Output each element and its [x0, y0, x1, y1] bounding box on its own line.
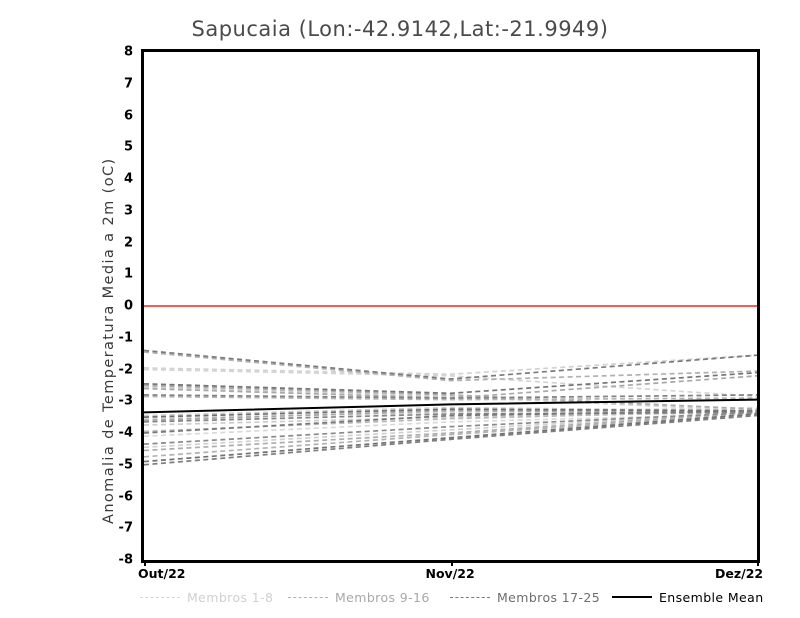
legend-item[interactable]: Membros 1-8	[140, 588, 273, 606]
x-axis-tick-label: Nov/22	[425, 566, 475, 581]
member-line	[144, 413, 757, 463]
member-line	[144, 351, 757, 382]
series-lines	[144, 305, 757, 466]
legend-item[interactable]: Membros 9-16	[288, 588, 430, 606]
legend-line-swatch-icon	[140, 596, 180, 598]
member-line	[144, 354, 757, 376]
y-axis-tick-label: 8	[123, 44, 133, 60]
chart-legend: Membros 1-8 Membros 9-16 Membros 17-25 Ense…	[0, 588, 800, 608]
y-axis-tick-label: 4	[123, 171, 133, 187]
member-line	[144, 411, 757, 452]
y-axis-label: Anomalia de Temperatura Media a 2m (oC)	[101, 157, 117, 524]
member-line	[144, 395, 757, 401]
x-axis-tick-mark	[144, 560, 146, 566]
legend-line-swatch-icon	[612, 596, 652, 598]
member-line	[144, 368, 757, 398]
x-axis-tick-mark	[450, 560, 453, 566]
plot-area	[141, 49, 760, 563]
y-axis-tick-label: 2	[123, 235, 133, 250]
y-axis-tick-label: -1	[118, 330, 133, 346]
legend-label: Membros 9-16	[335, 589, 430, 605]
y-axis-tick-label: 1	[123, 266, 133, 282]
x-axis-tick-label: Dez/22	[715, 566, 764, 581]
y-axis-tick-label: 7	[123, 76, 133, 92]
y-axis-tick-label: -8	[118, 552, 133, 568]
y-axis-tick-label: 5	[123, 139, 133, 155]
legend-label: Membros 1-8	[187, 589, 274, 605]
legend-line-swatch-icon	[450, 596, 490, 598]
y-axis-tick-label: -2	[118, 362, 133, 377]
y-axis-tick-label: -4	[118, 425, 133, 441]
member-line	[144, 384, 757, 411]
y-axis-tick-label: -5	[118, 457, 133, 473]
chart-title: Sapucaia (Lon:-42.9142,Lat:-21.9949)	[191, 17, 609, 41]
member-line	[144, 411, 757, 449]
legend-item[interactable]: Membros 17-25	[450, 588, 600, 606]
y-axis-tick-label: 6	[123, 108, 133, 123]
legend-item[interactable]: Ensemble Mean	[612, 588, 764, 606]
member-line	[144, 386, 757, 412]
member-line	[144, 371, 757, 395]
x-axis-tick-mark	[757, 560, 759, 566]
member-line	[144, 394, 757, 399]
member-line	[144, 408, 757, 418]
legend-label: Membros 17-25	[497, 589, 601, 605]
y-axis-tick-label: -3	[118, 393, 133, 409]
x-axis-tick-label: Out/22	[138, 566, 186, 581]
y-axis-tick-label: 0	[123, 298, 133, 314]
y-axis-tick-label: -7	[118, 520, 133, 536]
legend-label: Ensemble Mean	[659, 589, 764, 605]
y-axis-tick-label: 3	[123, 203, 133, 219]
member-line	[144, 349, 757, 380]
y-axis-tick-label: -6	[118, 489, 133, 504]
legend-line-swatch-icon	[288, 596, 328, 598]
member-line	[144, 414, 757, 466]
member-line	[144, 409, 757, 434]
member-line	[144, 411, 757, 445]
ensemble-mean-line	[144, 398, 757, 414]
member-line	[144, 413, 757, 458]
